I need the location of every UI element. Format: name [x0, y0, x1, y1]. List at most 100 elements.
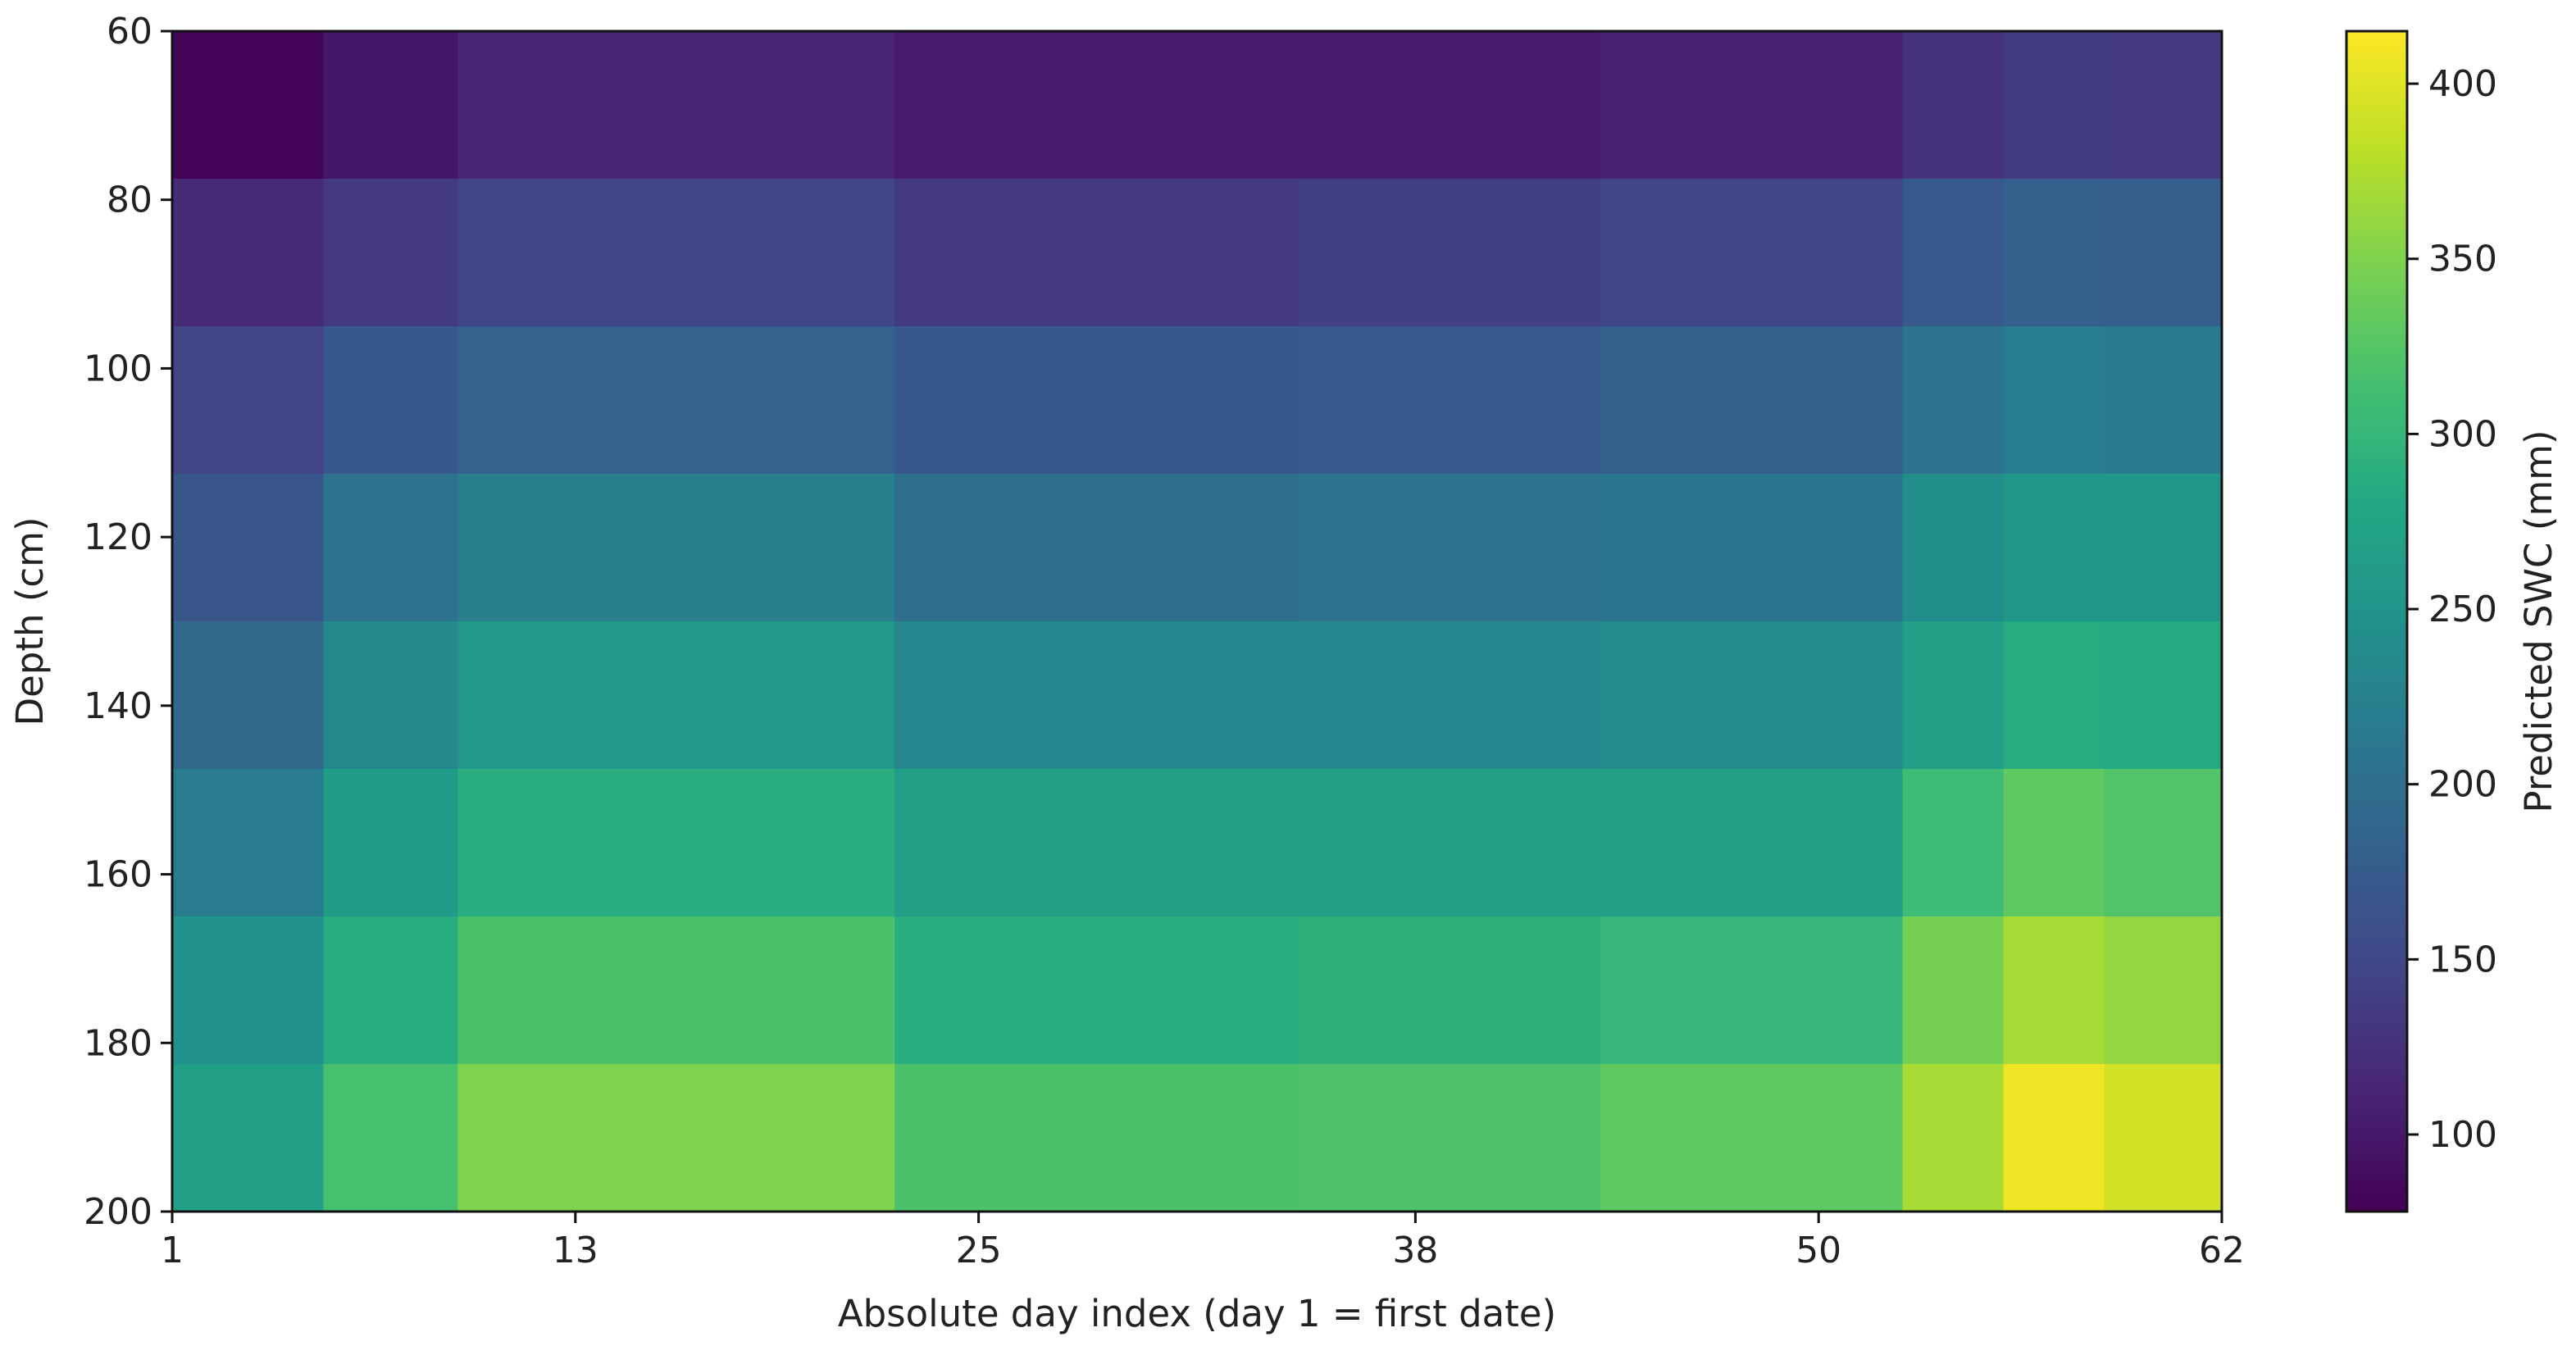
colorbar-tick-label: 200	[2428, 764, 2497, 806]
heatmap-cell	[323, 31, 458, 180]
y-tick-label: 180	[84, 1022, 152, 1064]
heatmap-cell	[894, 769, 1299, 917]
heatmap-cell	[323, 1064, 458, 1212]
heatmap-cell	[2003, 1064, 2105, 1212]
heatmap-cell	[1600, 1064, 1904, 1212]
heatmap-cell	[1297, 474, 1601, 622]
heatmap-cell	[1297, 621, 1601, 770]
heatmap-cell	[1902, 916, 2005, 1065]
heatmap-cell	[2104, 474, 2223, 622]
heatmap-cell	[894, 621, 1299, 770]
heatmap-cell	[323, 474, 458, 622]
colorbar-tick-label: 100	[2428, 1114, 2497, 1156]
heatmap-cell	[1600, 474, 1904, 622]
heatmap-cell	[172, 621, 325, 770]
heatmap-cell	[1902, 769, 2005, 917]
heatmap-cell	[457, 474, 895, 622]
y-tick-label: 140	[84, 685, 152, 727]
heatmap-cell	[1600, 326, 1904, 475]
heatmap-cell	[1902, 1064, 2005, 1212]
heatmap-cell	[1297, 326, 1601, 475]
heatmap-cell	[894, 916, 1299, 1065]
heatmap-cell	[172, 916, 325, 1065]
colorbar-tick-label: 250	[2428, 589, 2497, 630]
heatmap-cell	[2003, 621, 2105, 770]
heatmap-cell	[457, 769, 895, 917]
heatmap-cell	[172, 31, 325, 180]
x-axis-ticks: 1 13 25 38 50 62	[161, 1212, 2245, 1271]
x-tick-label: 50	[1795, 1230, 1841, 1271]
heatmap-cell	[1902, 326, 2005, 475]
colorbar-label: Predicted SWC (mm)	[2517, 430, 2560, 812]
heatmap-cell	[1297, 31, 1601, 180]
colorbar-tick-label: 150	[2428, 939, 2497, 980]
heatmap-cell	[894, 474, 1299, 622]
heatmap-cell	[894, 326, 1299, 475]
x-tick-label: 13	[553, 1230, 598, 1271]
heatmap-cell	[894, 31, 1299, 180]
heatmap-cell	[323, 769, 458, 917]
heatmap-cell	[2003, 326, 2105, 475]
heatmap-cell	[2104, 31, 2223, 180]
heatmap-cell	[457, 326, 895, 475]
heatmap-cell	[894, 179, 1299, 327]
y-tick-label: 80	[107, 180, 152, 221]
heatmap-cell	[1600, 769, 1904, 917]
colorbar-tick-label: 400	[2428, 63, 2497, 105]
heatmap-cell	[172, 474, 325, 622]
heatmap-cell	[457, 916, 895, 1065]
heatmap-cell	[2003, 179, 2105, 327]
y-tick-label: 200	[84, 1191, 152, 1233]
heatmap-cell	[2104, 1064, 2223, 1212]
heatmap-cell	[457, 1064, 895, 1212]
heatmap-cell	[2104, 179, 2223, 327]
colorbar-tick-label: 350	[2428, 239, 2497, 280]
y-axis-ticks: 60 80 100 120 140 160 180 200	[84, 11, 172, 1233]
heatmap-cell	[172, 179, 325, 327]
heatmap-cells	[172, 31, 2223, 1212]
x-axis-label: Absolute day index (day 1 = first date)	[838, 1292, 1556, 1335]
heatmap-cell	[1600, 179, 1904, 327]
heatmap-cell	[1600, 621, 1904, 770]
colorbar-ticks: 100 150 200 250 300 350 400	[2407, 63, 2497, 1156]
heatmap-cell	[172, 1064, 325, 1212]
heatmap-cell	[1297, 1064, 1601, 1212]
y-axis-label: Depth (cm)	[8, 516, 52, 725]
heatmap-cell	[1902, 621, 2005, 770]
heatmap-cell	[894, 1064, 1299, 1212]
x-tick-label: 1	[161, 1230, 184, 1271]
heatmap-cell	[2003, 769, 2105, 917]
heatmap-cell	[457, 621, 895, 770]
x-tick-label: 25	[956, 1230, 1002, 1271]
heatmap-cell	[1902, 474, 2005, 622]
heatmap-cell	[1902, 179, 2005, 327]
heatmap-cell	[323, 179, 458, 327]
heatmap-cell	[323, 326, 458, 475]
heatmap-cell	[2003, 474, 2105, 622]
x-tick-label: 38	[1392, 1230, 1438, 1271]
heatmap-cell	[2003, 916, 2105, 1065]
y-tick-label: 120	[84, 516, 152, 558]
plot-frame	[171, 30, 2223, 1213]
y-tick-label: 60	[107, 11, 152, 52]
y-tick-label: 160	[84, 854, 152, 896]
heatmap-cell	[323, 621, 458, 770]
heatmap-cell	[1297, 916, 1601, 1065]
heatmap-cell	[2104, 621, 2223, 770]
heatmap-cell	[2104, 326, 2223, 475]
heatmap-cell	[1297, 179, 1601, 327]
heatmap-cell	[457, 179, 895, 327]
heatmap-cell	[2104, 916, 2223, 1065]
y-tick-label: 100	[84, 348, 152, 389]
heatmap-cell	[1902, 31, 2005, 180]
heatmap-cell	[1600, 31, 1904, 180]
heatmap-cell	[172, 769, 325, 917]
heatmap-cell	[2003, 31, 2105, 180]
x-tick-label: 62	[2199, 1230, 2245, 1271]
heatmap-cell	[457, 31, 895, 180]
colorbar-tick-label: 300	[2428, 413, 2497, 455]
heatmap-cell	[323, 916, 458, 1065]
heatmap-cell	[1297, 769, 1601, 917]
